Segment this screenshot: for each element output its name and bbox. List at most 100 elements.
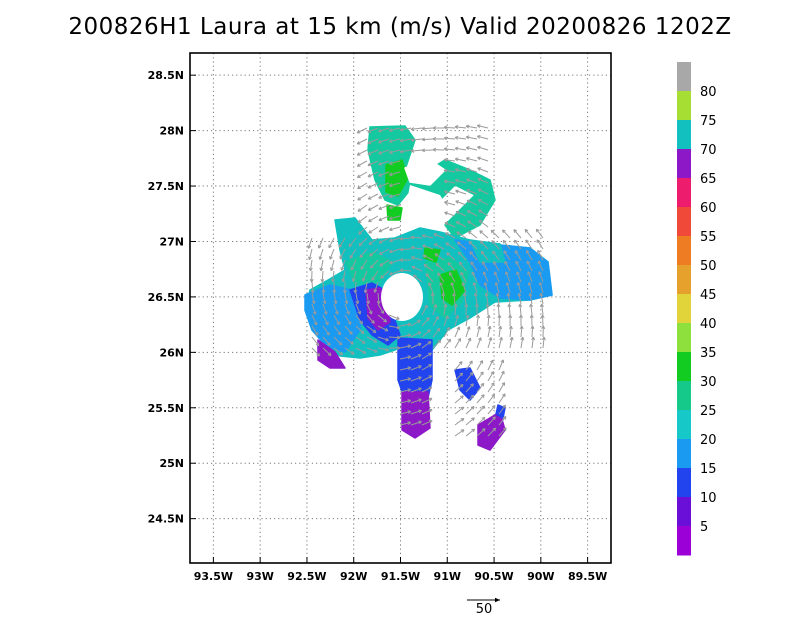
- wind-vector-head: [460, 429, 465, 433]
- wind-vector: [389, 138, 401, 143]
- wind-vector-head: [308, 256, 312, 261]
- wind-vector-head: [367, 162, 372, 167]
- wind-vector: [344, 325, 353, 335]
- colorbar-label: 75: [700, 114, 717, 129]
- wind-vector: [333, 336, 343, 346]
- wind-vector: [530, 304, 533, 316]
- colorbar-swatch: [677, 178, 691, 208]
- wind-vector: [411, 127, 423, 130]
- wind-vector-head: [444, 232, 449, 236]
- lat-tick-label: 25.5N: [148, 402, 184, 415]
- lat-tick-label: 28N: [159, 125, 184, 138]
- wind-vector-head: [462, 292, 467, 297]
- wind-vector-head: [378, 128, 382, 133]
- wind-vector: [355, 347, 366, 354]
- lon-tick-label: 93.5W: [194, 570, 233, 583]
- wind-vector-head: [481, 261, 486, 265]
- wind-vector: [339, 248, 346, 260]
- wind-vector: [333, 325, 342, 336]
- wind-vector-head: [418, 409, 422, 414]
- wind-vector: [378, 149, 390, 155]
- wind-vector-head: [502, 415, 507, 420]
- wind-vector: [476, 405, 485, 415]
- wind-vector-head: [518, 303, 523, 308]
- wind-vector: [358, 226, 368, 235]
- wind-vector: [542, 337, 545, 349]
- wind-vector: [389, 204, 401, 209]
- wind-vector: [529, 293, 533, 305]
- wind-vector-head: [362, 350, 367, 354]
- colorbar-swatch: [677, 439, 691, 469]
- wind-vector: [455, 179, 467, 184]
- colorbar-label: 40: [700, 317, 717, 332]
- wind-vector: [328, 237, 335, 249]
- wind-vector: [357, 193, 368, 201]
- wind-vector-head: [502, 404, 507, 409]
- wind-vector-head: [518, 314, 523, 319]
- wind-vector-head: [449, 272, 453, 276]
- wind-vector-head: [489, 359, 494, 364]
- wind-vector: [454, 384, 464, 393]
- wind-vector-head: [455, 189, 459, 194]
- wind-vector: [520, 325, 523, 338]
- wind-vector-head: [456, 326, 461, 331]
- wind-vector: [358, 237, 368, 247]
- wind-vector-head: [437, 272, 441, 277]
- wind-vector: [457, 251, 467, 261]
- wind-vector-head: [359, 254, 364, 258]
- wind-vector-head: [478, 209, 482, 214]
- wind-vector: [421, 375, 432, 382]
- wind-vector: [356, 127, 368, 134]
- wind-vector: [444, 180, 456, 184]
- wind-vector: [320, 259, 324, 271]
- wind-vector-head: [492, 416, 496, 421]
- wind-vector: [465, 372, 474, 382]
- wind-vector: [432, 304, 437, 316]
- wind-vector-head: [470, 406, 475, 410]
- wind-vector: [492, 250, 500, 261]
- wind-vector-head: [396, 325, 401, 330]
- wind-vector: [389, 215, 401, 220]
- wind-vector-head: [457, 241, 461, 246]
- wind-vector: [399, 422, 411, 426]
- wind-vector-head: [353, 289, 358, 294]
- wind-vector-head: [367, 184, 372, 189]
- wind-vector: [477, 167, 489, 173]
- wind-vector: [378, 193, 390, 199]
- wind-vector: [366, 336, 378, 343]
- wind-vector: [476, 416, 486, 426]
- colorbar-label: 35: [700, 346, 717, 361]
- wind-vector-head: [399, 258, 404, 263]
- wind-vector-head: [509, 336, 514, 341]
- wind-vector: [454, 429, 465, 437]
- wind-vector-head: [508, 314, 513, 319]
- wind-vector-head: [428, 352, 432, 357]
- wind-vector: [321, 270, 324, 283]
- wind-vector: [432, 339, 442, 349]
- wind-vector: [388, 314, 400, 320]
- wind-vector-head: [460, 395, 464, 400]
- wind-vector-head: [380, 274, 384, 279]
- wind-vector: [349, 248, 357, 259]
- wind-vector: [433, 233, 445, 239]
- wind-vector-head: [474, 303, 479, 308]
- colorbar-label: 30: [700, 375, 717, 390]
- wind-vector: [311, 292, 315, 304]
- wind-vector: [445, 242, 456, 250]
- wind-vector: [449, 272, 456, 283]
- wind-vector: [514, 250, 522, 261]
- wind-vector-head: [399, 268, 404, 273]
- wind-vector-head: [466, 326, 471, 330]
- wind-vector: [354, 281, 357, 294]
- wind-vector-head: [367, 173, 372, 178]
- wind-vector: [456, 231, 467, 239]
- wind-vector-head: [454, 168, 459, 173]
- wind-vector: [322, 347, 332, 356]
- wind-vector-head: [308, 267, 313, 272]
- wind-vector-head: [538, 282, 543, 286]
- wind-vector-head: [538, 271, 542, 275]
- wind-vector: [357, 171, 368, 178]
- wind-vector-head: [498, 325, 503, 330]
- wind-vector-head: [502, 229, 506, 234]
- colorbar-label: 80: [700, 85, 717, 100]
